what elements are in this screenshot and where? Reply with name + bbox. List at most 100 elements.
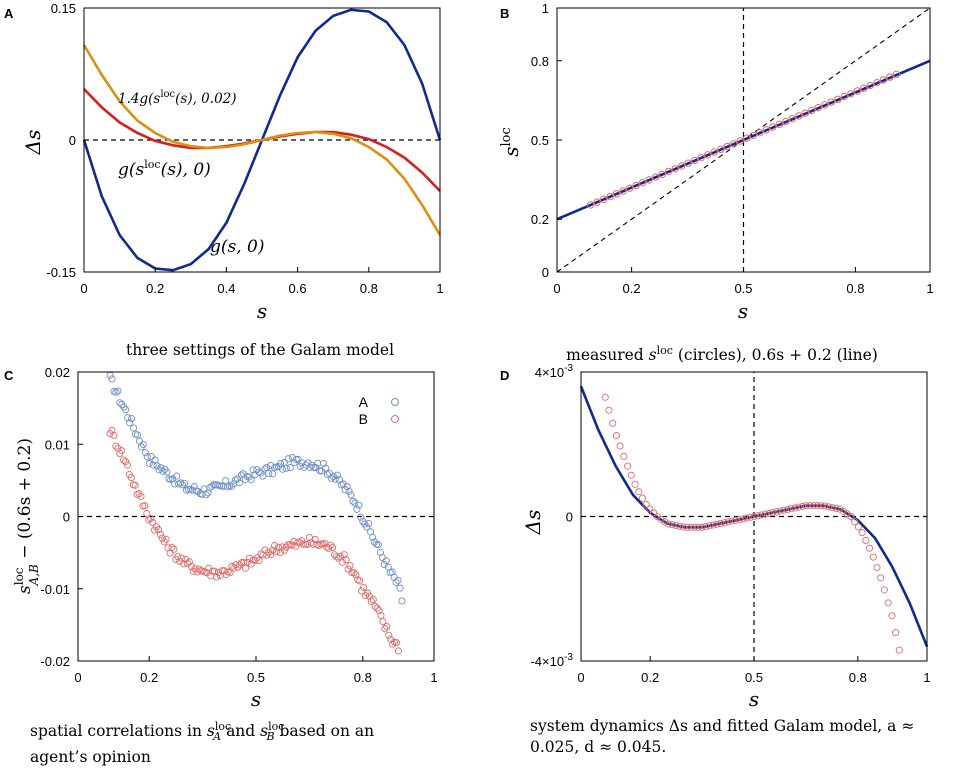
panel-C-point-A	[383, 558, 389, 564]
panel-C-point-A	[109, 376, 115, 382]
panel-C-ylabel: slocA,B − (0.6s + 0.2)	[12, 438, 41, 594]
panel-D-point	[866, 545, 872, 551]
annotation-red-curve: g(sloc(s), 0)	[118, 158, 211, 180]
panel-D-xtick-label: 0.2	[641, 670, 659, 685]
caption-D: system dynamics Δs and fitted Galam mode…	[530, 716, 955, 758]
panel-C-xtick-label: 0.5	[247, 670, 265, 685]
panel-C-ticks: 0 0.2 0.5 0.8 1-0.02-0.0100.010.02	[40, 365, 437, 685]
panel-D-xtick-label: 1	[923, 670, 930, 685]
panel-D-point	[639, 495, 645, 501]
caption-B-var: s	[649, 346, 657, 364]
panel-C-legend-marker	[392, 399, 399, 406]
panel-C-ytick-label: 0	[63, 510, 70, 525]
panel-D-point	[859, 530, 865, 536]
panel-C-point-B	[360, 584, 366, 590]
caption-C-line1-pre: spatial correlations in	[30, 722, 202, 740]
panel-A-ytick-label: -0.15	[46, 265, 76, 280]
panel-D-point	[855, 524, 861, 530]
panel-A-xlabel: s	[257, 299, 267, 323]
panel-B-xtick-label: 0	[553, 281, 560, 296]
caption-C-mid: and	[226, 722, 255, 740]
panel-D-ytick-label: -4×10-3	[530, 652, 573, 669]
panel-C-point-A	[397, 585, 403, 591]
panel-letter-C: C	[4, 368, 14, 383]
panel-B-ytick-label: 0	[542, 265, 549, 280]
panel-C-point-B	[357, 578, 363, 584]
panel-C-point-A	[148, 453, 154, 459]
panel-D-point	[874, 564, 880, 570]
panel-C-point-A	[115, 388, 121, 394]
panel-A: A 0 0.2 0.4 0.6 0.8 1-0.1500.15 s Δs 1.4g(slo…	[4, 1, 444, 323]
panel-B-ticks: 0 0.2 0.5 0.8 100.20.50.81	[531, 1, 934, 296]
panel-D-xtick-label: 0	[577, 670, 584, 685]
panel-D-point	[610, 420, 616, 426]
panel-C-point-A	[134, 432, 140, 438]
panel-B-ylabel: sloc	[499, 127, 523, 157]
panel-C-point-A	[399, 598, 405, 604]
panel-B-ytick-label: 1	[542, 1, 549, 16]
panel-A-xtick-label: 0	[80, 281, 87, 296]
panel-C-point-B	[167, 550, 173, 556]
panel-C-point-B	[386, 632, 392, 638]
panel-D-point	[878, 575, 884, 581]
panel-A-xtick-label: 0.4	[217, 281, 235, 296]
panel-C-point-A	[107, 372, 113, 378]
caption-D-line2: 0.025, d ≈ 0.045.	[530, 738, 666, 756]
panel-D-point	[606, 407, 612, 413]
panel-D: D 0 0.2 0.5 0.8 1-4×10-304×10-3 s Δs	[500, 363, 931, 711]
caption-B-post: (circles), 0.6s + 0.2 (line)	[678, 346, 878, 364]
panel-D-point	[881, 587, 887, 593]
caption-C-line2: agent’s opinion	[30, 748, 151, 766]
panel-A-xtick-label: 0.2	[146, 281, 164, 296]
panel-B-ytick-label: 0.8	[531, 54, 549, 69]
panel-D-point	[628, 472, 634, 478]
panel-C-legend-marker	[392, 416, 399, 423]
panel-C-xtick-label: 0.2	[140, 670, 158, 685]
caption-B-sup: loc	[657, 344, 673, 357]
panel-C-point-A	[209, 483, 215, 489]
panel-C-xtick-label: 0.8	[354, 670, 372, 685]
panel-C-point-B	[316, 542, 322, 548]
panel-D-point	[889, 613, 895, 619]
panel-C-point-A	[181, 480, 187, 486]
panel-C-point-A	[146, 460, 152, 466]
panel-D-point	[632, 481, 638, 487]
panel-D-point	[892, 630, 898, 636]
panel-D-xlabel: s	[749, 687, 759, 711]
panel-D-xtick-label: 0.8	[849, 670, 867, 685]
panel-C-point-B	[370, 596, 376, 602]
panel-D-ylabel: Δs	[521, 510, 545, 536]
panel-D-point	[636, 489, 642, 495]
panel-C-point-A	[281, 459, 287, 465]
panel-C-point-B	[159, 535, 165, 541]
panel-D-point	[896, 647, 902, 653]
panel-B-xtick-label: 0.5	[734, 281, 752, 296]
caption-C: spatial correlations in slocA and slocB …	[30, 716, 480, 768]
panel-C-ytick-label: 0.02	[45, 365, 70, 380]
panel-C-point-A	[285, 456, 291, 462]
panel-C-point-A	[130, 425, 136, 431]
panel-D-point	[624, 463, 630, 469]
panel-letter-A: A	[4, 6, 14, 21]
panel-C-xtick-label: 1	[430, 670, 437, 685]
panel-C-point-B	[242, 565, 248, 571]
caption-B-pre: measured	[566, 346, 644, 364]
panel-A-xtick-label: 1	[436, 281, 443, 296]
panel-B-ytick-label: 0.2	[531, 212, 549, 227]
caption-D-line1: system dynamics Δs and fitted Galam mode…	[530, 717, 914, 735]
panel-D-ytick-label: 0	[566, 510, 573, 525]
panel-A-series	[84, 10, 440, 270]
panel-C-xtick-label: 0	[74, 670, 81, 685]
panel-C-xlabel: s	[251, 687, 261, 711]
panel-C: C 0 0.2 0.5 0.8 1-0.02-0.0100.010.02 AB s sl…	[4, 365, 438, 711]
panel-A-series-orange	[84, 45, 440, 235]
panel-C-ytick-label: -0.02	[40, 654, 70, 669]
caption-C-line1-post: based on an	[279, 722, 374, 740]
panel-C-point-A	[136, 438, 142, 444]
panel-B: B 0 0.2 0.5 0.8 100.20.50.81 s sloc	[499, 1, 934, 323]
panel-B-xtick-label: 0.8	[846, 281, 864, 296]
panel-A-xtick-label: 0.6	[289, 281, 307, 296]
panel-C-ytick-label: -0.01	[40, 582, 70, 597]
panel-A-ytick-label: 0	[69, 133, 76, 148]
panel-A-ylabel: Δs	[21, 130, 45, 156]
